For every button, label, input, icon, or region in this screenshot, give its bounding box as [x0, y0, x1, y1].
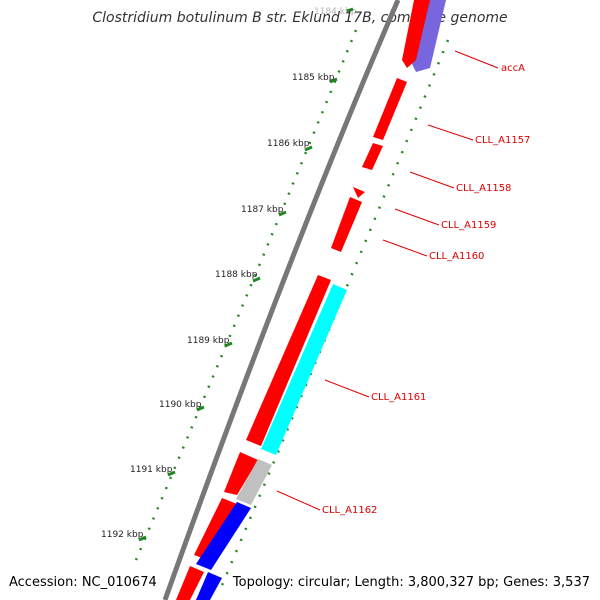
leader-cll-a1158	[409, 171, 455, 189]
kbp-tick-1188	[252, 276, 261, 283]
kbp-tick-1192	[138, 535, 147, 542]
kbp-tick-1186	[304, 145, 313, 152]
leader-accA	[454, 50, 499, 69]
gene-red-lower	[194, 498, 237, 560]
gene-red-bottom	[176, 566, 204, 600]
kbp-tick-1191	[167, 470, 176, 477]
leader-cll-a1160	[382, 239, 428, 257]
label-cll-a1162: CLL_A1162	[322, 505, 377, 516]
gene-blue-bottom	[196, 572, 222, 600]
kbp-label-1192: 1192 kbp	[101, 530, 144, 540]
label-cll-a1159: CLL_A1159	[441, 220, 496, 231]
forward-genes	[176, 0, 430, 600]
kbp-label-1189: 1189 kbp	[187, 336, 230, 346]
kbp-tick-1185	[329, 77, 338, 84]
leader-cll-a1157	[427, 124, 474, 141]
label-cll-a1161: CLL_A1161	[371, 392, 426, 403]
kbp-label-1184: 1184 kbp	[314, 7, 357, 17]
outer-dot-ring	[134, 29, 358, 561]
map-title: Clostridium botulinum B str. Eklund 17B,…	[92, 10, 508, 26]
gene-cll-a1158	[362, 143, 383, 170]
gene-cll-a1159-small	[353, 187, 365, 198]
gene-cll-a1161	[246, 275, 331, 446]
leader-cll-a1161	[324, 379, 370, 398]
kbp-labels: 1184 kbp 1185 kbp 1186 kbp 1187 kbp 1188…	[101, 7, 357, 540]
kbp-tick-1190	[196, 405, 205, 412]
label-cll-a1157: CLL_A1157	[475, 135, 530, 146]
kbp-major-ticks	[138, 7, 354, 542]
kbp-tick-1187	[278, 210, 287, 217]
gene-grey	[236, 459, 272, 505]
label-accA: accA	[501, 63, 525, 74]
kbp-label-1188: 1188 kbp	[215, 270, 258, 280]
gene-accA	[412, 0, 446, 72]
label-cll-a1158: CLL_A1158	[456, 183, 511, 194]
kbp-tick-1184	[346, 7, 354, 13]
topology-label: Topology: circular; Length: 3,800,327 bp…	[232, 575, 590, 590]
label-cll-a1160: CLL_A1160	[429, 251, 484, 262]
accession-label: Accession: NC_010674	[9, 575, 157, 590]
kbp-label-1191: 1191 kbp	[130, 465, 173, 475]
gene-labels: accA CLL_A1157 CLL_A1158 CLL_A1159 CLL_A…	[322, 63, 530, 516]
kbp-label-1187: 1187 kbp	[241, 205, 284, 215]
kbp-label-1185: 1185 kbp	[292, 73, 335, 83]
gene-top-red	[402, 0, 430, 68]
label-leaders	[276, 50, 499, 511]
kbp-label-1186: 1186 kbp	[267, 139, 310, 149]
leader-cll-a1159	[394, 208, 440, 226]
genome-backbone	[162, 0, 401, 600]
gene-blue	[196, 502, 251, 570]
kbp-label-1190: 1190 kbp	[159, 400, 202, 410]
gene-cyan	[261, 284, 347, 455]
gene-cll-a1159	[331, 197, 362, 252]
kbp-tick-1189	[224, 341, 233, 348]
gene-cll-a1162	[224, 452, 258, 495]
leader-cll-a1162	[276, 490, 321, 511]
gene-cll-a1157	[373, 78, 407, 140]
